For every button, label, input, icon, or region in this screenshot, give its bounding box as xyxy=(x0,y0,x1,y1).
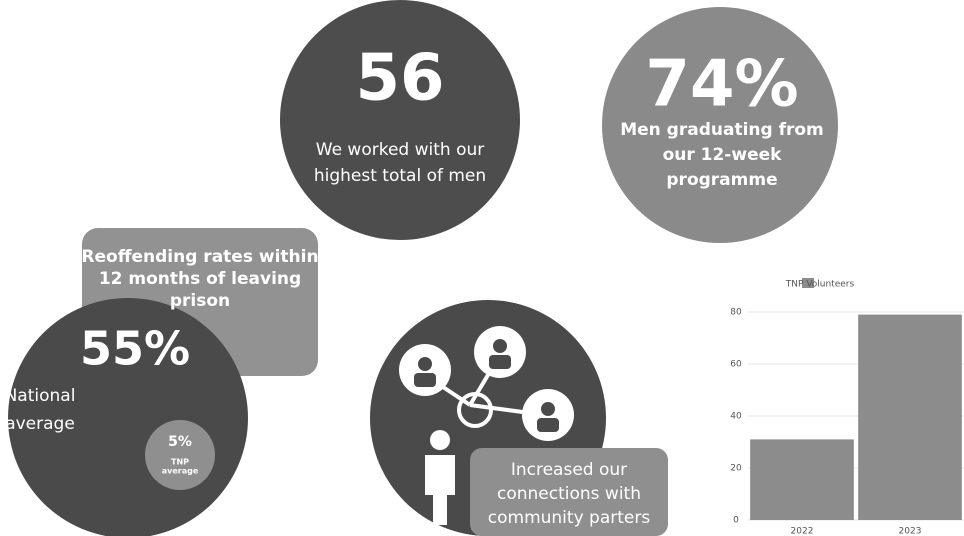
y-tick-label: 20 xyxy=(730,464,742,474)
stat-text: Increased our xyxy=(511,460,627,480)
y-tick-label: 40 xyxy=(730,412,742,422)
stat-text: community parters xyxy=(488,508,651,528)
stat-value: 74% xyxy=(645,48,798,122)
stat-text: highest total of men xyxy=(314,166,486,186)
stat-text: average xyxy=(162,467,199,476)
stat-text: We worked with our xyxy=(316,140,485,160)
stat-circle-small xyxy=(145,420,215,490)
x-tick-label: 2022 xyxy=(791,527,814,536)
stat-text: our 12-week xyxy=(663,145,783,165)
page: 56 We worked with our highest total of men… xyxy=(0,0,964,536)
stat-text: TNP xyxy=(171,458,189,467)
stat-value: 56 xyxy=(355,42,444,116)
stat-value: 5% xyxy=(168,434,192,450)
stat-text: average xyxy=(5,414,75,434)
stat-text: Men graduating from xyxy=(620,120,824,140)
bar xyxy=(858,315,962,520)
y-tick-label: 0 xyxy=(733,516,739,526)
bar xyxy=(750,439,854,520)
stat-text: programme xyxy=(666,170,777,190)
stat-text: Reoffending rates within xyxy=(81,247,318,267)
stat-text: National xyxy=(5,386,76,406)
y-tick-label: 80 xyxy=(730,308,742,318)
stat-value: 55% xyxy=(80,322,190,376)
stat-circle xyxy=(280,0,520,240)
stat-text: connections with xyxy=(497,484,641,504)
y-tick-label: 60 xyxy=(730,360,742,370)
x-tick-label: 2023 xyxy=(899,527,922,536)
stat-text: 12 months of leaving xyxy=(99,269,301,289)
legend-label: TNP Volunteers xyxy=(785,280,855,290)
stat-text: prison xyxy=(170,291,230,311)
infographic: 56 We worked with our highest total of men… xyxy=(0,0,964,536)
